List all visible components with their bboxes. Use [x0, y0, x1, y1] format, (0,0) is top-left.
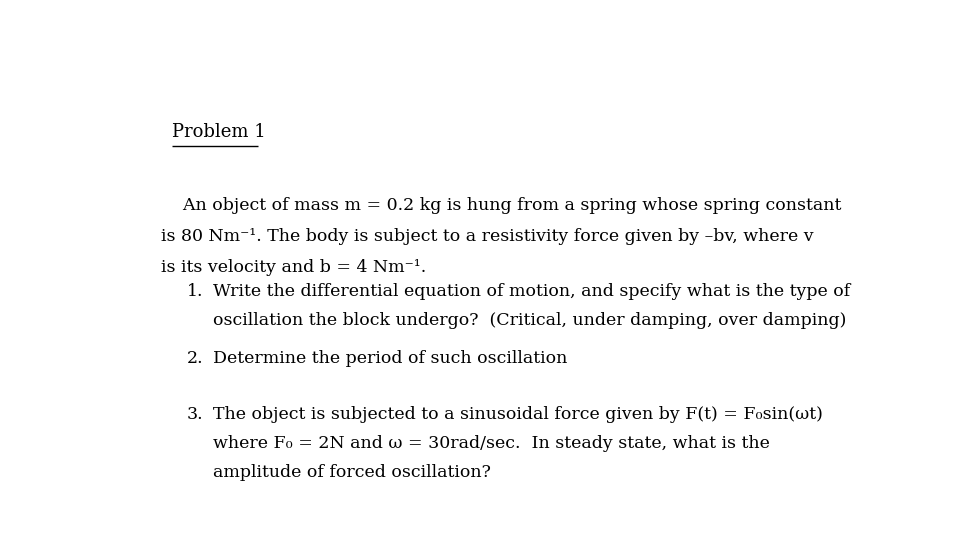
- Text: Determine the period of such oscillation: Determine the period of such oscillation: [213, 349, 567, 367]
- Text: 3.: 3.: [187, 405, 204, 423]
- Text: where F₀ = 2N and ω = 30rad/sec.  In steady state, what is the: where F₀ = 2N and ω = 30rad/sec. In stea…: [213, 435, 770, 452]
- Text: is 80 Nm⁻¹. The body is subject to a resistivity force given by –bv, where v: is 80 Nm⁻¹. The body is subject to a res…: [161, 227, 813, 245]
- Text: An object of mass m = 0.2 kg is hung from a spring whose spring constant: An object of mass m = 0.2 kg is hung fro…: [161, 197, 841, 213]
- Text: Problem 1: Problem 1: [172, 123, 266, 141]
- Text: The object is subjected to a sinusoidal force given by F(t) = F₀sin(ωt): The object is subjected to a sinusoidal …: [213, 405, 823, 423]
- Text: 1.: 1.: [187, 283, 204, 300]
- Text: Write the differential equation of motion, and specify what is the type of: Write the differential equation of motio…: [213, 283, 851, 300]
- Text: is its velocity and b = 4 Nm⁻¹.: is its velocity and b = 4 Nm⁻¹.: [161, 259, 426, 276]
- Text: amplitude of forced oscillation?: amplitude of forced oscillation?: [213, 464, 491, 482]
- Text: 2.: 2.: [187, 349, 204, 367]
- Text: oscillation the block undergo?  (Critical, under damping, over damping): oscillation the block undergo? (Critical…: [213, 312, 847, 329]
